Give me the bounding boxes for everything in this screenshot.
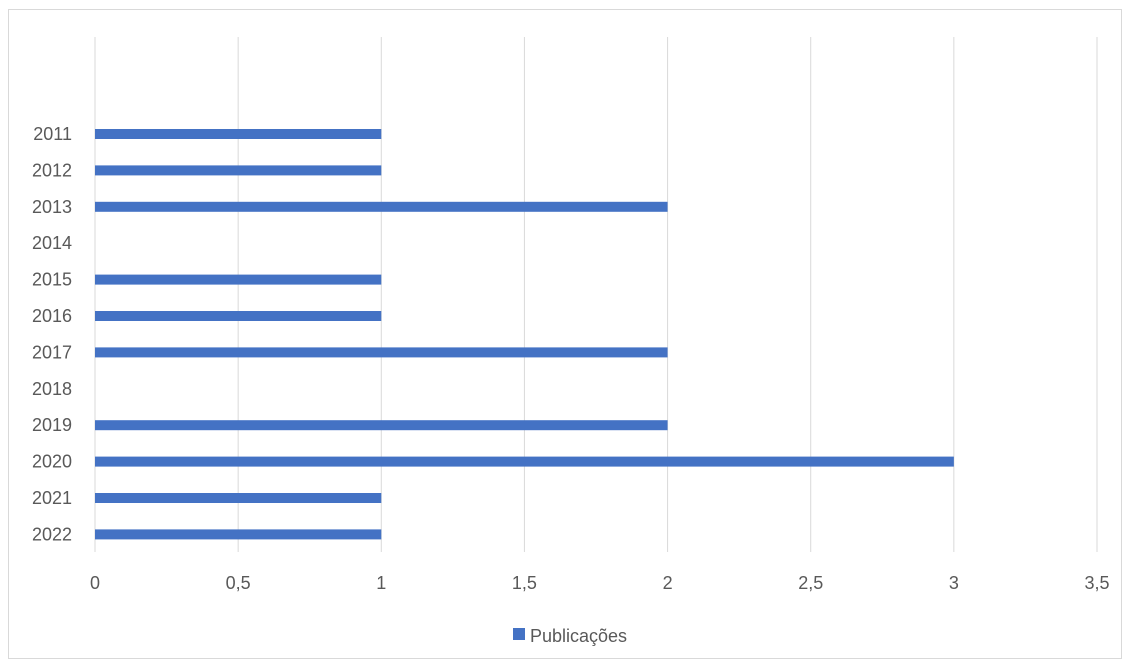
category-label-2012: 2012 <box>32 160 72 180</box>
bar-2019 <box>95 420 668 431</box>
x-tick-label: 0 <box>90 573 100 593</box>
bars <box>95 129 954 540</box>
bar-2020 <box>95 456 954 467</box>
legend-label: Publicações <box>530 626 627 646</box>
legend-swatch <box>513 628 525 640</box>
x-tick-label: 2 <box>663 573 673 593</box>
x-tick-label: 3,5 <box>1084 573 1109 593</box>
bar-2017 <box>95 347 668 358</box>
category-label-2015: 2015 <box>32 270 72 290</box>
x-tick-label: 2,5 <box>798 573 823 593</box>
bar-2013 <box>95 201 668 212</box>
category-label-2016: 2016 <box>32 306 72 326</box>
category-label-2019: 2019 <box>32 415 72 435</box>
category-label-2022: 2022 <box>32 524 72 544</box>
category-labels: 2011 2012 2013 2014 2015 2016 2017 2018 2019 2020… <box>32 124 72 544</box>
x-tick-label: 3 <box>949 573 959 593</box>
chart-frame <box>8 9 1122 659</box>
bar-2015 <box>95 274 382 285</box>
category-label-2017: 2017 <box>32 342 72 362</box>
category-label-2014: 2014 <box>32 233 72 253</box>
x-tick-label: 1,5 <box>512 573 537 593</box>
bar-2016 <box>95 311 382 321</box>
bar-2011 <box>95 129 382 139</box>
category-label-2013: 2013 <box>32 197 72 217</box>
category-label-2021: 2021 <box>32 488 72 508</box>
gridlines <box>94 37 1098 552</box>
legend: Publicações <box>513 626 627 646</box>
x-tick-label: 0,5 <box>226 573 251 593</box>
category-label-2020: 2020 <box>32 452 72 472</box>
category-label-2018: 2018 <box>32 379 72 399</box>
x-tick-label: 1 <box>376 573 386 593</box>
bar-2021 <box>95 493 382 503</box>
bar-2012 <box>95 165 382 176</box>
bar-2022 <box>95 529 382 540</box>
x-tick-labels: 0 0,5 1 1,5 2 2,5 3 3,5 <box>90 573 1110 593</box>
category-label-2011: 2011 <box>33 124 72 144</box>
